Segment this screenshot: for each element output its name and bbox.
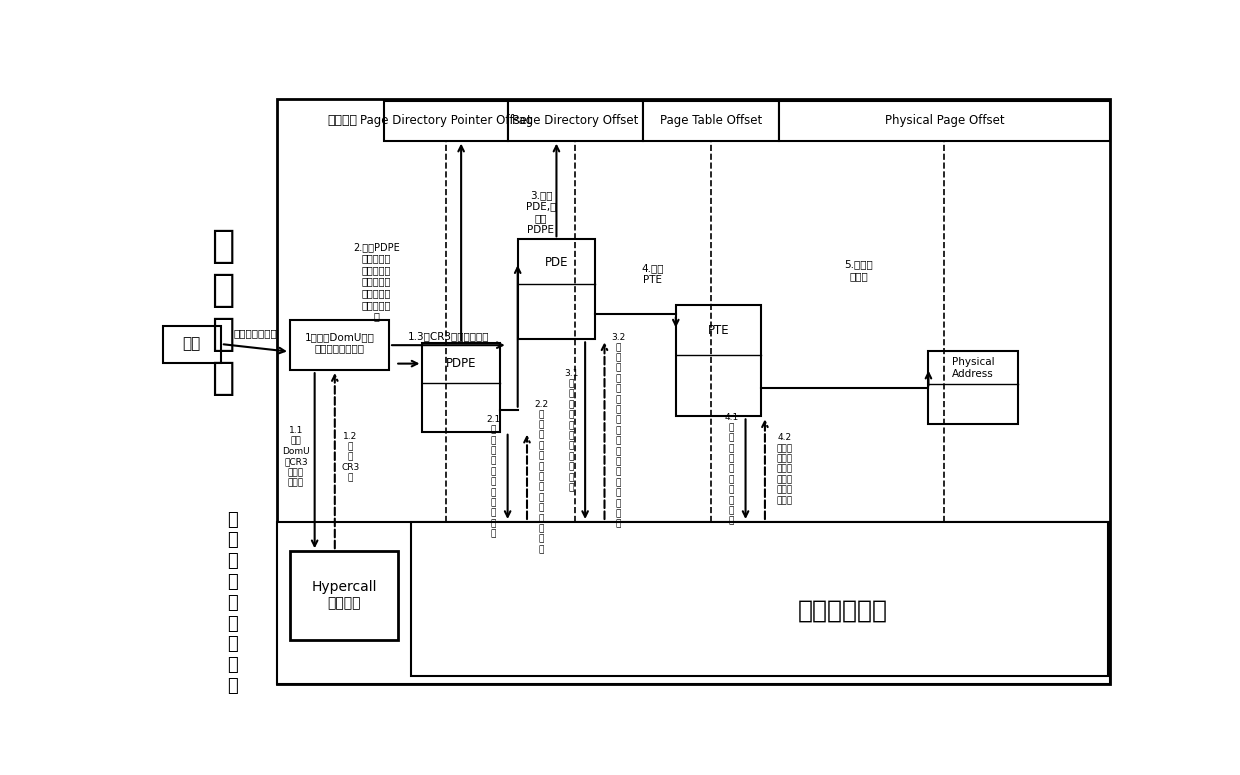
Text: Page Directory Offset: Page Directory Offset xyxy=(512,114,639,127)
Text: Page Directory Pointer Offset: Page Directory Pointer Offset xyxy=(360,114,532,127)
Text: 输入需要的参数: 输入需要的参数 xyxy=(233,329,278,338)
Bar xyxy=(929,351,1018,424)
Text: 1、获取DomU项目
录表基址物理地址: 1、获取DomU项目 录表基址物理地址 xyxy=(305,332,374,353)
Text: 2.利用PDPE
偏移量在映
射来的内存
中记录的目
录项找到对
应项物理地
址: 2.利用PDPE 偏移量在映 射来的内存 中记录的目 录项找到对 应项物理地 址 xyxy=(353,242,401,322)
Text: Physical Page Offset: Physical Page Offset xyxy=(884,114,1004,127)
Text: Physical
Address: Physical Address xyxy=(952,357,994,378)
Text: 1.2
获
得
CR3
值: 1.2 获 得 CR3 值 xyxy=(341,432,360,482)
Bar xyxy=(518,239,595,339)
Text: PDE: PDE xyxy=(544,256,568,269)
Bar xyxy=(278,522,1110,684)
Text: 监
控
程
序: 监 控 程 序 xyxy=(211,227,234,398)
Text: 1.1
请求
DomU
的CR3
寄存器
中的值: 1.1 请求 DomU 的CR3 寄存器 中的值 xyxy=(283,426,310,487)
Bar xyxy=(162,326,221,363)
Text: PDPE: PDPE xyxy=(446,357,476,370)
Text: 内存映射模块: 内存映射模块 xyxy=(799,598,888,622)
Text: PTE: PTE xyxy=(708,324,729,337)
Text: 2.1
请
求
映
射
该
地
址
对
应
内
存: 2.1 请 求 映 射 该 地 址 对 应 内 存 xyxy=(486,415,501,539)
Bar xyxy=(676,305,761,416)
Text: 开始: 开始 xyxy=(182,336,201,352)
Text: 3.套找
PDE,步
骤同
PDPE: 3.套找 PDE,步 骤同 PDPE xyxy=(526,190,556,235)
Text: 特
权
虚
拟
机
内
核
模
块: 特 权 虚 拟 机 内 核 模 块 xyxy=(227,511,238,695)
Text: 4.查找
PTE: 4.查找 PTE xyxy=(641,264,663,284)
Bar xyxy=(423,343,500,432)
Bar xyxy=(779,101,1110,141)
Text: 2.2
映
射
该
内
存
到
监
控
程
序
内
存
空
间: 2.2 映 射 该 内 存 到 监 控 程 序 内 存 空 间 xyxy=(534,400,548,554)
Text: 3.1
请
求
映
射
该
地
址
对
应
内
存: 3.1 请 求 映 射 该 地 址 对 应 内 存 xyxy=(564,369,578,492)
Text: 4.1
请
求
映
射
地
址
对
应
内
存: 4.1 请 求 映 射 地 址 对 应 内 存 xyxy=(724,412,739,525)
Text: 5.查找物
理地址: 5.查找物 理地址 xyxy=(844,260,873,281)
Bar xyxy=(290,551,398,639)
Bar xyxy=(278,99,1110,684)
Bar xyxy=(507,101,644,141)
Text: 1.3以CR3作为页表基址: 1.3以CR3作为页表基址 xyxy=(408,331,489,341)
Text: 4.2
映射该
地址对
应内存
到监控
程序内
存空间: 4.2 映射该 地址对 应内存 到监控 程序内 存空间 xyxy=(776,433,792,505)
Text: 虚拟地址: 虚拟地址 xyxy=(327,114,357,127)
Text: 3.2
映
射
该
地
址
对
应
内
存
到
监
控
程
序
内
存
空
间: 3.2 映 射 该 地 址 对 应 内 存 到 监 控 程 序 内 存 空 间 xyxy=(611,332,625,529)
Bar xyxy=(290,320,389,370)
Text: Page Table Offset: Page Table Offset xyxy=(660,114,763,127)
Bar xyxy=(644,101,779,141)
Text: Hypercall
调用模块: Hypercall 调用模块 xyxy=(311,580,377,611)
Bar xyxy=(383,101,507,141)
Bar xyxy=(410,522,1109,676)
